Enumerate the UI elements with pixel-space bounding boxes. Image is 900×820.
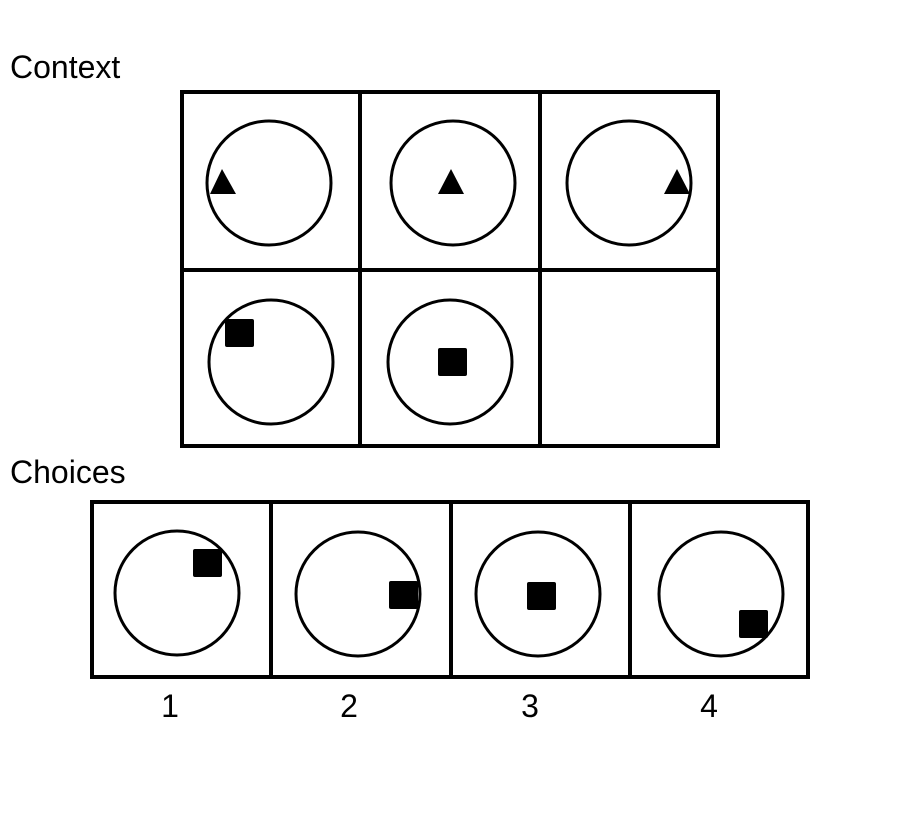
- circle-icon: [294, 530, 422, 658]
- circle-icon: [207, 298, 335, 426]
- context-cell-1: [205, 119, 333, 247]
- choice-3[interactable]: [474, 530, 602, 658]
- context-cell-4: [207, 298, 335, 426]
- square-icon: [225, 319, 254, 347]
- choice-number-4: 4: [700, 688, 718, 724]
- square-icon: [527, 582, 556, 610]
- context-cell-3: [565, 119, 693, 247]
- circle-icon: [113, 529, 241, 657]
- circle-icon: [474, 530, 602, 658]
- circle-icon: [389, 119, 517, 247]
- context-cell-5: [386, 298, 514, 426]
- circle-icon: [657, 530, 785, 658]
- choice-1[interactable]: [113, 529, 241, 657]
- choice-number-3: 3: [521, 688, 539, 724]
- square-icon: [438, 348, 467, 376]
- choices-heading: Choices: [10, 454, 126, 490]
- context-grid: [180, 90, 720, 448]
- choice-2[interactable]: [294, 530, 422, 658]
- choices-grid: [90, 500, 810, 679]
- square-icon: [193, 549, 222, 577]
- context-cell-2: [389, 119, 517, 247]
- circle-icon: [386, 298, 514, 426]
- choice-number-1: 1: [161, 688, 179, 724]
- choice-4[interactable]: [657, 530, 785, 658]
- triangle-icon: [210, 169, 236, 194]
- circle-icon: [565, 119, 693, 247]
- square-icon: [389, 581, 418, 609]
- triangle-icon: [664, 169, 690, 194]
- context-heading: Context: [10, 49, 121, 85]
- choice-number-2: 2: [340, 688, 358, 724]
- triangle-icon: [438, 169, 464, 194]
- circle-icon: [205, 119, 333, 247]
- square-icon: [739, 610, 768, 638]
